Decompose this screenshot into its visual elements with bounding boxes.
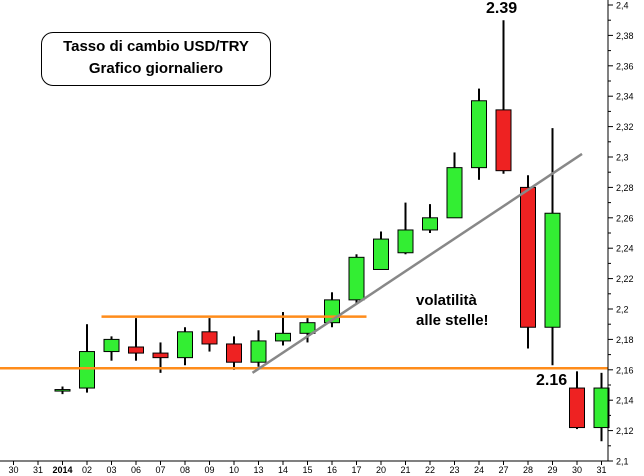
x-tick-label: 03 bbox=[106, 465, 116, 475]
y-tick-label: 2,12 bbox=[616, 426, 634, 436]
candle-body bbox=[275, 332, 291, 342]
x-tick-label: 13 bbox=[253, 465, 263, 475]
candle-body bbox=[201, 331, 218, 345]
candle-body bbox=[128, 346, 144, 354]
x-tick-label: 07 bbox=[155, 465, 165, 475]
x-tick-label: 09 bbox=[204, 465, 214, 475]
candle-body bbox=[373, 238, 389, 270]
x-tick-label: 15 bbox=[302, 465, 312, 475]
candle-body bbox=[495, 109, 512, 172]
candle-body bbox=[152, 352, 169, 359]
x-tick-label: 21 bbox=[400, 465, 410, 475]
y-tick-label: 2,2 bbox=[616, 305, 629, 315]
x-tick-label: 28 bbox=[523, 465, 533, 475]
x-tick-label: 08 bbox=[180, 465, 190, 475]
y-tick-label: 2,14 bbox=[616, 396, 634, 406]
y-tick-label: 2,22 bbox=[616, 274, 634, 284]
x-tick-label: 24 bbox=[474, 465, 484, 475]
x-tick-label: 02 bbox=[82, 465, 92, 475]
candle-body bbox=[593, 387, 610, 429]
x-tick-label: 30 bbox=[572, 465, 582, 475]
candle-body bbox=[569, 387, 585, 429]
y-tick-label: 2,28 bbox=[616, 183, 634, 193]
candle-body bbox=[54, 389, 71, 392]
candle-body bbox=[397, 229, 414, 254]
y-tick-label: 2,34 bbox=[616, 92, 634, 102]
note-line-2: alle stelle! bbox=[416, 312, 489, 329]
x-tick-label: 27 bbox=[498, 465, 508, 475]
x-tick-label: 20 bbox=[376, 465, 386, 475]
candle-body bbox=[520, 186, 536, 328]
candle-body bbox=[348, 256, 365, 301]
x-tick-label: 31 bbox=[596, 465, 606, 475]
candle-body bbox=[177, 331, 193, 359]
y-tick-label: 2,4 bbox=[616, 1, 629, 11]
y-tick-label: 2,24 bbox=[616, 244, 634, 254]
y-tick-label: 2,18 bbox=[616, 335, 634, 345]
chart-title-box: Tasso di cambio USD/TRY Grafico giornali… bbox=[41, 32, 271, 86]
y-tick-label: 2,3 bbox=[616, 153, 629, 163]
y-tick-label: 2,32 bbox=[616, 122, 634, 132]
candle-body bbox=[299, 322, 316, 334]
candle-body bbox=[471, 100, 487, 169]
y-tick-label: 2,38 bbox=[616, 31, 634, 41]
y-tick-label: 2,36 bbox=[616, 61, 634, 71]
x-tick-label: 2014 bbox=[52, 465, 72, 475]
y-tick-label: 2,1 bbox=[616, 457, 629, 467]
x-tick-label: 10 bbox=[229, 465, 239, 475]
chart-subtitle: Grafico giornaliero bbox=[88, 60, 224, 77]
chart-title: Tasso di cambio USD/TRY bbox=[63, 38, 249, 55]
candle-body bbox=[103, 338, 120, 353]
high-annotation: 2.39 bbox=[486, 0, 518, 17]
candle-body bbox=[446, 167, 463, 219]
low-annotation: 2.16 bbox=[536, 372, 568, 389]
trend-line bbox=[251, 152, 583, 374]
x-tick-label: 31 bbox=[33, 465, 43, 475]
x-tick-label: 22 bbox=[425, 465, 435, 475]
y-tick-label: 2,16 bbox=[616, 365, 634, 375]
note-line-1: volatilità bbox=[416, 292, 477, 309]
candle-body bbox=[250, 340, 267, 363]
y-tick-label: 2,26 bbox=[616, 213, 634, 223]
x-tick-label: 17 bbox=[351, 465, 361, 475]
candle-body bbox=[79, 351, 95, 389]
x-tick-label: 16 bbox=[327, 465, 337, 475]
candle-body bbox=[544, 212, 561, 328]
x-tick-label: 29 bbox=[547, 465, 557, 475]
candle-body bbox=[422, 217, 438, 231]
x-tick-label: 23 bbox=[449, 465, 459, 475]
x-tick-label: 06 bbox=[131, 465, 141, 475]
candle-body bbox=[226, 343, 242, 363]
x-tick-label: 30 bbox=[8, 465, 18, 475]
x-tick-label: 14 bbox=[278, 465, 288, 475]
